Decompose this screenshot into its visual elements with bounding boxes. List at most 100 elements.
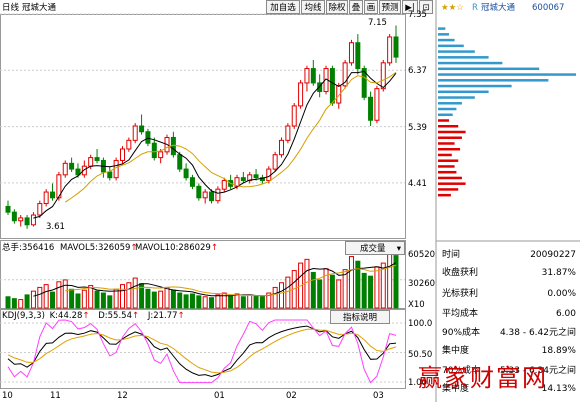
volume-bar	[11, 298, 17, 309]
chip-bar	[438, 79, 549, 82]
moving-average-button[interactable]: 均线	[301, 0, 325, 14]
chip-bar	[438, 170, 457, 174]
volume-bar	[164, 286, 170, 309]
volume-bar	[88, 285, 94, 309]
candle-body	[145, 131, 151, 144]
chip-bar	[438, 27, 446, 30]
volume-bar	[228, 295, 234, 309]
window-icon[interactable]: ⊡	[419, 0, 433, 14]
volume-bar	[183, 294, 189, 309]
candle-body	[126, 139, 132, 150]
candle-body	[215, 188, 221, 202]
chip-bar	[438, 90, 489, 94]
candle-body	[272, 154, 278, 170]
chip-bar	[438, 56, 489, 59]
volume-bar	[380, 262, 386, 309]
candle-body	[374, 88, 380, 121]
volume-bar	[126, 282, 132, 309]
arrow-up-icon: ↑	[131, 311, 140, 321]
chip-bar	[438, 102, 462, 105]
chip-bar	[438, 113, 453, 117]
candle-body	[291, 105, 297, 127]
kdj-axis-label: 100.0	[408, 319, 433, 329]
volume-bar	[266, 292, 272, 309]
volume-bar	[368, 275, 374, 309]
volume-bar	[317, 279, 323, 309]
indicator-help-button[interactable]: 指标说明	[330, 310, 390, 324]
draw-button[interactable]: 画	[364, 0, 378, 14]
chip-bar	[438, 193, 451, 197]
volume-bar	[240, 296, 246, 309]
volume-bar	[18, 299, 24, 309]
volume-bar	[100, 292, 106, 309]
candle-body	[18, 217, 24, 222]
volume-bar	[209, 297, 215, 309]
volume-bar	[215, 294, 221, 309]
volume-bar	[119, 284, 125, 309]
volume-bar	[189, 293, 195, 309]
price-axis-label: 6.37	[408, 66, 427, 76]
chip-bar	[438, 125, 459, 128]
overlay-button[interactable]: 叠	[349, 0, 363, 14]
volume-bar	[387, 251, 393, 309]
candle-body	[81, 165, 87, 176]
chip-bar	[438, 182, 466, 185]
candle-body	[196, 185, 202, 199]
end-icon[interactable]: ▶|	[402, 0, 418, 14]
candle-body	[253, 174, 259, 179]
volume-bar	[69, 288, 75, 309]
volume-bar	[342, 269, 348, 309]
candle-body	[304, 68, 310, 84]
ma5-line	[33, 70, 397, 219]
info-row-cursor-profit: 光标获利 0.00%	[442, 289, 576, 299]
volume-bar	[336, 279, 342, 309]
chip-bar	[438, 188, 459, 191]
kdj-axis-label: 1.00	[408, 378, 427, 388]
volume-bar	[253, 295, 259, 309]
forecast-button[interactable]: 预测	[379, 0, 401, 14]
candle-body	[234, 177, 240, 187]
info-row-70-cost: 70%成本 5.33 - 6.34元之间	[442, 366, 576, 376]
low-price-marker: 3.61	[46, 222, 65, 232]
info-row-90-cost: 90%成本 4.38 - 6.42元之间	[442, 328, 576, 338]
candle-body	[62, 162, 68, 176]
chip-bar	[438, 153, 452, 157]
candle-body	[279, 139, 285, 156]
candle-body	[317, 82, 323, 93]
ex-rights-button[interactable]: 除权	[326, 0, 348, 14]
volume-bar	[304, 258, 310, 309]
candle-body	[139, 125, 145, 133]
volume-bar	[348, 256, 354, 309]
candle-body	[202, 191, 208, 199]
candle-body	[348, 42, 354, 64]
date-axis-label: 12	[117, 391, 128, 401]
volume-bar	[145, 288, 151, 309]
volume-bar	[310, 271, 316, 309]
mavol10-label: MAVOL10:286029↑	[135, 243, 218, 253]
volume-bar	[151, 291, 157, 309]
chip-bar	[438, 159, 459, 162]
volume-multiplier-label: X10	[408, 300, 425, 310]
candle-body	[24, 217, 30, 226]
volume-bar	[279, 282, 285, 309]
candle-body	[11, 211, 17, 222]
kdj-panel-frame	[0, 309, 406, 389]
chip-bar	[438, 84, 512, 88]
add-favorite-button[interactable]: 加自选	[266, 0, 300, 14]
candle-body	[285, 125, 291, 141]
candle-body	[221, 180, 227, 190]
volume-selector[interactable]: 成交量 ▾	[345, 241, 405, 255]
chip-bar	[438, 50, 475, 53]
volume-bar	[30, 290, 36, 309]
r-badge-icon: R	[472, 3, 478, 13]
candle-body	[342, 62, 348, 87]
volume-bar	[355, 260, 361, 309]
candle-body	[94, 157, 100, 161]
volume-bar	[170, 289, 176, 309]
volume-bar	[5, 296, 11, 309]
chip-bar	[438, 176, 462, 180]
candle-body	[393, 36, 399, 58]
chip-bar	[438, 38, 455, 42]
volume-bar	[177, 292, 183, 309]
